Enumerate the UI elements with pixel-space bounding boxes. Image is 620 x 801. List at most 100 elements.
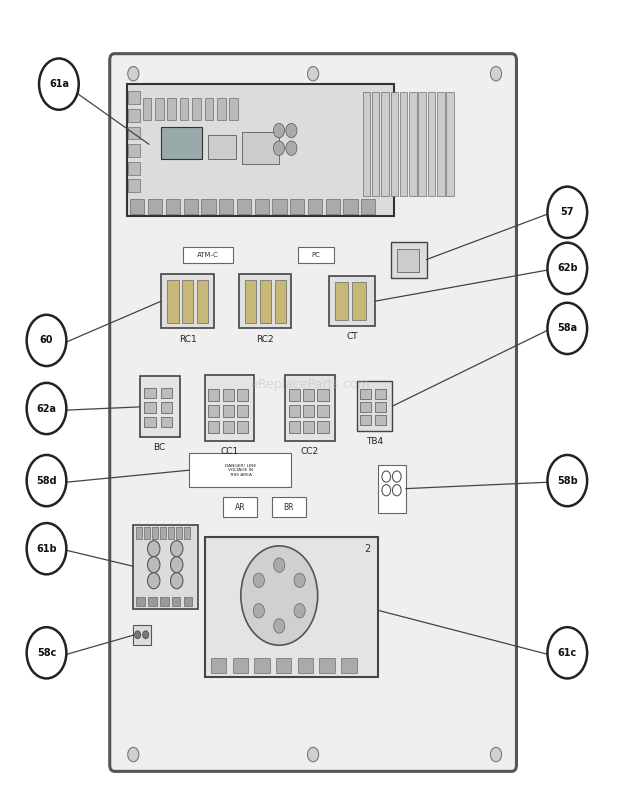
Bar	[211, 658, 226, 673]
Bar	[272, 497, 306, 517]
Bar	[144, 527, 150, 539]
Bar	[319, 658, 335, 673]
Text: BR: BR	[283, 502, 294, 512]
Bar	[360, 415, 371, 425]
Circle shape	[547, 187, 587, 238]
Circle shape	[128, 747, 139, 762]
Text: 62a: 62a	[37, 404, 56, 413]
Bar	[360, 389, 371, 399]
Bar	[133, 625, 151, 645]
Bar	[260, 280, 271, 323]
Bar	[428, 92, 435, 196]
Bar	[176, 527, 182, 539]
Circle shape	[170, 557, 183, 573]
Bar	[202, 199, 216, 214]
Circle shape	[286, 141, 297, 155]
Bar	[317, 421, 329, 433]
Text: 61a: 61a	[49, 79, 69, 89]
Bar	[183, 247, 232, 263]
Circle shape	[392, 471, 401, 482]
Circle shape	[294, 604, 305, 618]
Bar	[285, 375, 335, 441]
Text: RC2: RC2	[256, 335, 274, 344]
Bar	[232, 658, 248, 673]
Bar	[289, 421, 300, 433]
Bar	[161, 274, 214, 328]
Circle shape	[27, 315, 66, 366]
Circle shape	[273, 141, 285, 155]
Bar	[289, 389, 300, 400]
Bar	[192, 98, 201, 120]
Bar	[397, 249, 419, 272]
Bar	[160, 597, 169, 606]
Bar	[182, 280, 193, 323]
Bar	[317, 405, 329, 417]
Circle shape	[148, 541, 160, 557]
Bar	[275, 280, 286, 323]
Bar	[245, 280, 256, 323]
Circle shape	[490, 747, 502, 762]
Bar	[161, 127, 202, 159]
Circle shape	[27, 627, 66, 678]
Circle shape	[273, 557, 285, 572]
Bar	[130, 199, 144, 214]
Bar	[205, 537, 378, 677]
Bar	[128, 162, 140, 175]
Circle shape	[128, 66, 139, 81]
Bar	[381, 92, 389, 196]
Bar	[437, 92, 445, 196]
Bar	[184, 199, 198, 214]
Bar	[303, 405, 314, 417]
Bar	[189, 453, 291, 487]
Bar	[418, 92, 426, 196]
Bar	[223, 405, 234, 417]
Bar	[239, 274, 291, 328]
Bar	[237, 405, 248, 417]
Bar	[205, 375, 254, 441]
Circle shape	[308, 66, 319, 81]
Bar	[343, 199, 358, 214]
Bar	[326, 199, 340, 214]
Bar	[335, 282, 348, 320]
Circle shape	[382, 471, 391, 482]
Text: CC1: CC1	[220, 447, 239, 456]
Circle shape	[241, 546, 317, 646]
Text: 58c: 58c	[37, 648, 56, 658]
Bar	[363, 92, 370, 196]
Text: 58a: 58a	[557, 324, 577, 333]
Bar	[148, 199, 162, 214]
Bar	[208, 389, 219, 400]
Bar	[208, 405, 219, 417]
Bar	[237, 199, 251, 214]
Text: 57: 57	[560, 207, 574, 217]
Text: 61c: 61c	[557, 648, 577, 658]
Bar	[184, 527, 190, 539]
Bar	[255, 199, 269, 214]
Bar	[136, 597, 145, 606]
Bar	[143, 98, 151, 120]
Bar	[128, 91, 140, 104]
Text: 58d: 58d	[36, 476, 57, 485]
Text: RC1: RC1	[179, 335, 197, 344]
Bar	[290, 199, 304, 214]
Text: DANGER! LINE
VOLTAGE IN
THIS AREA: DANGER! LINE VOLTAGE IN THIS AREA	[224, 464, 256, 477]
Circle shape	[253, 604, 264, 618]
Bar	[254, 658, 270, 673]
Bar	[197, 280, 208, 323]
Bar	[180, 98, 188, 120]
Bar	[303, 421, 314, 433]
Bar	[217, 98, 226, 120]
Circle shape	[273, 123, 285, 138]
Bar	[409, 92, 417, 196]
Bar	[298, 247, 334, 263]
Text: CT: CT	[346, 332, 358, 341]
Text: 2: 2	[364, 544, 370, 553]
Bar	[144, 388, 156, 398]
Bar	[237, 389, 248, 400]
Bar	[128, 144, 140, 157]
Bar	[205, 98, 213, 120]
Bar	[360, 402, 371, 412]
Bar	[127, 84, 394, 216]
Circle shape	[27, 523, 66, 574]
Bar	[167, 280, 179, 323]
